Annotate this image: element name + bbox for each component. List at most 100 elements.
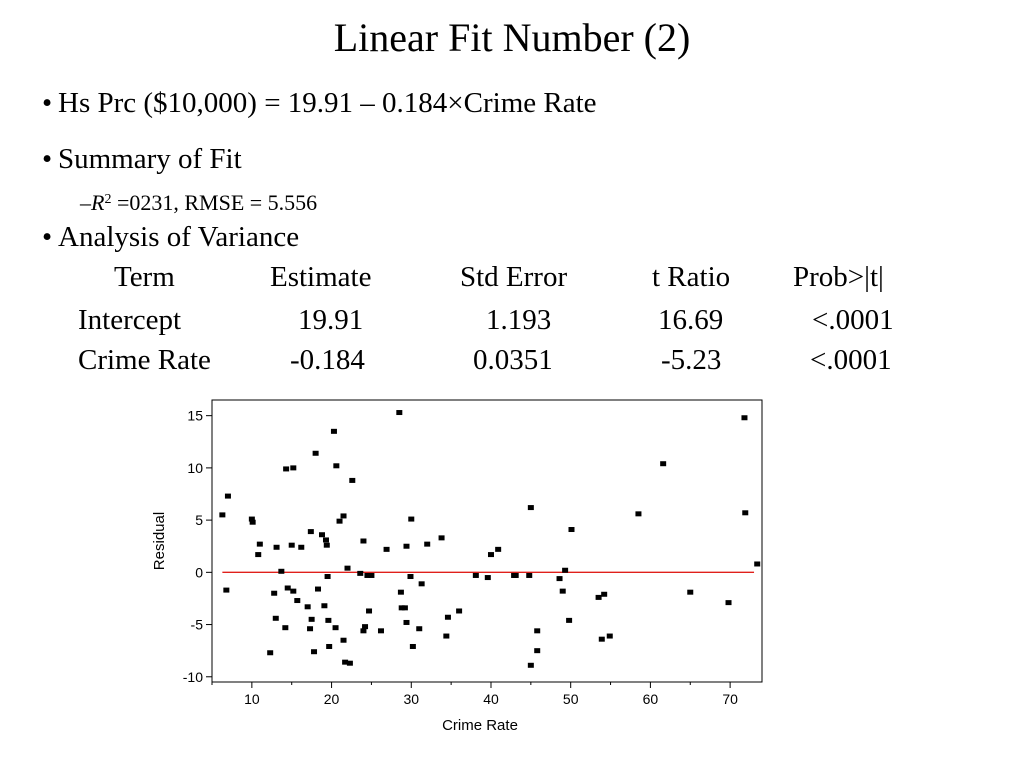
data-point — [319, 532, 325, 538]
bullet-marker: • — [42, 221, 53, 253]
data-point — [416, 626, 423, 632]
data-point — [224, 493, 231, 499]
data-point — [606, 633, 613, 639]
data-point — [223, 587, 230, 593]
data-point — [321, 603, 328, 609]
y-tick-label: 15 — [187, 408, 203, 424]
data-point — [408, 516, 415, 522]
data-point — [397, 589, 404, 595]
data-point — [298, 544, 305, 550]
data-point — [487, 552, 494, 558]
data-point — [322, 537, 329, 543]
data-point — [248, 516, 255, 522]
data-point — [438, 535, 445, 541]
r-symbol: R — [91, 190, 105, 215]
sub-dash: – — [80, 190, 91, 215]
data-point — [357, 570, 364, 576]
row-crime-rate-t-ratio: -5.23 — [661, 344, 722, 376]
data-point — [360, 538, 367, 544]
data-point — [559, 588, 566, 594]
data-point — [308, 616, 315, 622]
data-point — [256, 541, 263, 547]
data-point — [687, 589, 694, 595]
data-point — [562, 567, 569, 573]
data-point — [418, 581, 425, 587]
data-point — [484, 575, 491, 581]
data-point — [323, 542, 330, 548]
data-point — [383, 546, 390, 552]
header-estimate: Estimate — [270, 261, 372, 293]
data-point — [349, 477, 356, 483]
data-point — [526, 572, 533, 578]
data-point — [312, 450, 319, 456]
row-intercept-t-ratio: 16.69 — [658, 304, 724, 336]
data-point — [527, 662, 534, 668]
row-crime-rate-std-error: 0.0351 — [473, 344, 553, 376]
summary-heading: Summary of Fit — [58, 143, 242, 175]
x-tick-label: 10 — [244, 691, 260, 707]
data-point — [364, 572, 371, 578]
data-point — [342, 659, 349, 665]
data-point — [336, 518, 343, 524]
bullet-marker: • — [42, 143, 53, 175]
data-point — [278, 568, 285, 574]
anova-heading: Analysis of Variance — [58, 221, 300, 253]
data-point — [307, 529, 314, 535]
data-point — [340, 513, 347, 519]
data-point — [330, 428, 337, 434]
bullet-marker: • — [42, 87, 53, 119]
row-intercept-estimate: 19.91 — [298, 304, 364, 336]
data-point — [326, 643, 333, 649]
x-tick-label: 50 — [563, 691, 579, 707]
data-point — [377, 628, 384, 634]
y-axis: -10 -5 0 5 10 15 — [183, 408, 212, 685]
data-point — [598, 636, 605, 642]
data-point — [534, 648, 541, 654]
plot-frame — [211, 399, 763, 683]
y-axis-label: Residual — [151, 512, 168, 570]
header-t-ratio: t Ratio — [652, 261, 731, 293]
data-point — [534, 628, 541, 634]
data-point — [267, 650, 274, 656]
data-point — [315, 586, 322, 592]
x-tick-label: 40 — [483, 691, 499, 707]
data-point — [304, 604, 311, 610]
data-point — [398, 605, 405, 611]
data-point — [284, 585, 291, 591]
data-point — [568, 527, 575, 533]
row-crime-rate-prob: <.0001 — [810, 344, 892, 376]
row-crime-rate-term: Crime Rate — [78, 344, 211, 376]
summary-bullet: • Summary of Fit — [42, 142, 242, 176]
x-tick-label: 60 — [643, 691, 659, 707]
data-point — [403, 619, 410, 625]
row-crime-rate-estimate: -0.184 — [290, 344, 365, 376]
data-point — [754, 561, 761, 567]
data-point — [401, 605, 408, 611]
data-point — [595, 594, 602, 600]
r-superscript: 2 — [104, 192, 112, 207]
data-point — [601, 591, 608, 597]
header-prob: Prob>|t| — [793, 261, 884, 293]
data-point — [333, 463, 340, 469]
data-point — [346, 660, 353, 666]
residual-scatter-svg: -10 -5 0 5 10 15 10 20 30 40 50 60 70 Residual Crim… — [151, 399, 763, 734]
header-std-error: Std Error — [460, 261, 568, 293]
data-point — [311, 649, 318, 655]
data-point — [272, 615, 279, 621]
data-point — [424, 541, 431, 547]
data-point — [443, 633, 450, 639]
data-point — [407, 574, 414, 580]
equation-bullet: • Hs Prc ($10,000) = 19.91 – 0.184×Crime … — [42, 86, 597, 120]
data-point — [472, 572, 479, 578]
data-point — [344, 565, 351, 571]
data-point — [396, 410, 403, 416]
data-point — [495, 546, 502, 552]
fit-values: =0231, RMSE = 5.556 — [111, 190, 318, 215]
data-point — [742, 510, 749, 516]
data-points — [219, 410, 761, 668]
data-point — [366, 608, 373, 614]
x-tick-label: 70 — [722, 691, 738, 707]
data-point — [362, 624, 369, 630]
y-tick-label: 5 — [195, 512, 203, 528]
data-point — [324, 574, 331, 580]
